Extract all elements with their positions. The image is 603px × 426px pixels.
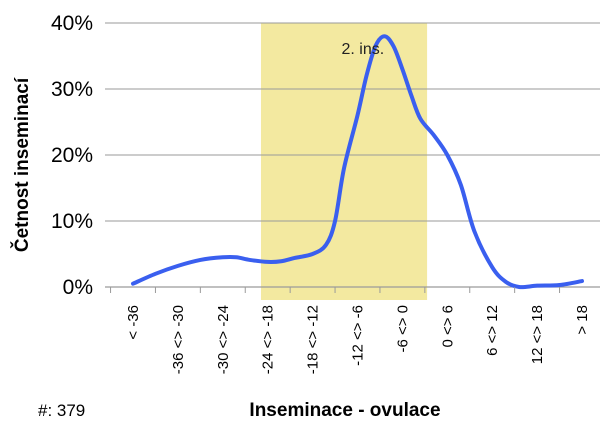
y-tick-label: 20%	[51, 144, 93, 167]
x-axis-label: Inseminace - ovulace	[249, 400, 440, 421]
x-tick-label: < -36	[125, 305, 142, 340]
x-tick-label: -24 <> -18	[260, 305, 277, 374]
x-tick-label: -36 <> -30	[170, 305, 187, 374]
x-tick-label: 12 <> 18	[529, 305, 546, 364]
x-axis-ticks: < -36 -36 <> -30 -30 <> -24 -24 <> -18 -18 <…	[110, 287, 591, 374]
x-tick-label: 6 <> 12	[484, 305, 501, 356]
y-tick-label: 30%	[51, 78, 93, 101]
x-tick-label: -6 <> 0	[394, 305, 411, 353]
y-tick-label: 0%	[63, 276, 93, 299]
sample-count: #: 379	[38, 401, 85, 420]
x-tick-label: 0 <> 6	[439, 305, 456, 348]
y-axis-ticks: 0% 10% 20% 30% 40%	[51, 12, 93, 299]
x-tick-label: -12 <> -6	[350, 305, 367, 366]
x-tick-label: -18 <> -12	[305, 305, 322, 374]
x-tick-label: -30 <> -24	[215, 305, 232, 374]
series-line	[131, 34, 584, 290]
y-tick-label: 10%	[51, 210, 93, 233]
x-tick-label: > 18	[574, 305, 591, 335]
y-tick-label: 40%	[51, 12, 93, 35]
annotation-label: 2. ins.	[341, 41, 384, 58]
y-axis-label: Četnost inseminací	[11, 77, 33, 252]
